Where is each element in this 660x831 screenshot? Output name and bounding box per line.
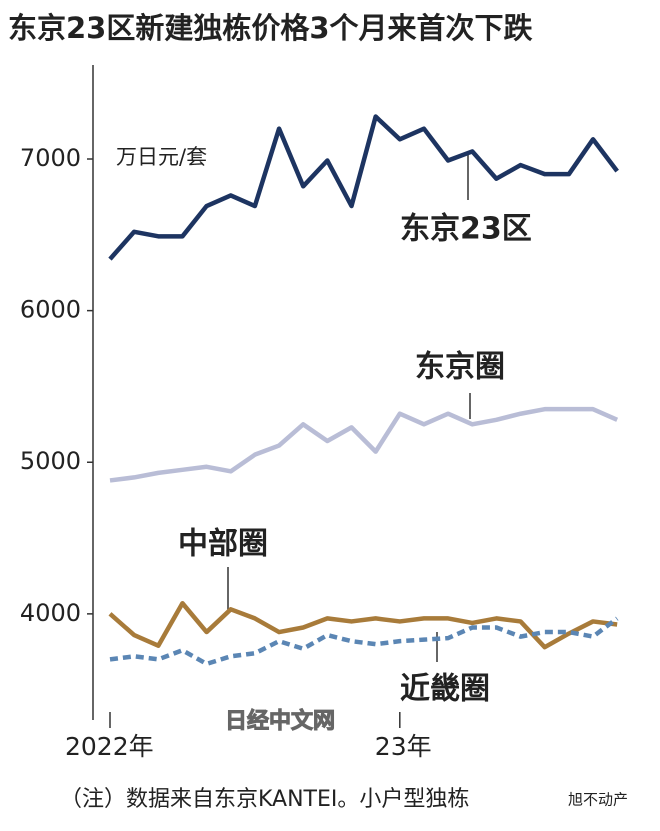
x-tick-label: 2022年 bbox=[65, 732, 154, 761]
series-line bbox=[108, 601, 618, 650]
series-label: 东京23区 bbox=[400, 212, 532, 247]
series-line bbox=[108, 114, 619, 261]
unit-label: 万日元/套 bbox=[116, 145, 207, 169]
y-tick-label: 7000 bbox=[20, 144, 81, 172]
series-label: 近畿圈 bbox=[400, 672, 490, 707]
y-tick-label: 6000 bbox=[20, 296, 81, 324]
watermark: 日经中文网 bbox=[225, 708, 335, 734]
x-tick-label: 23年 bbox=[375, 732, 432, 761]
series-line bbox=[109, 406, 619, 483]
y-tick-label: 5000 bbox=[20, 447, 81, 475]
note: （注）数据来自东京KANTEI。小户型独栋 bbox=[60, 787, 469, 812]
series-label: 中部圈 bbox=[178, 527, 268, 562]
y-tick-label: 4000 bbox=[20, 599, 81, 627]
chart-title: 东京23区新建独栋价格3个月来首次下跌 bbox=[8, 11, 533, 45]
series-line bbox=[109, 616, 619, 667]
corner-mark: 旭不动产 bbox=[568, 791, 628, 809]
series-label: 东京圈 bbox=[415, 350, 505, 385]
